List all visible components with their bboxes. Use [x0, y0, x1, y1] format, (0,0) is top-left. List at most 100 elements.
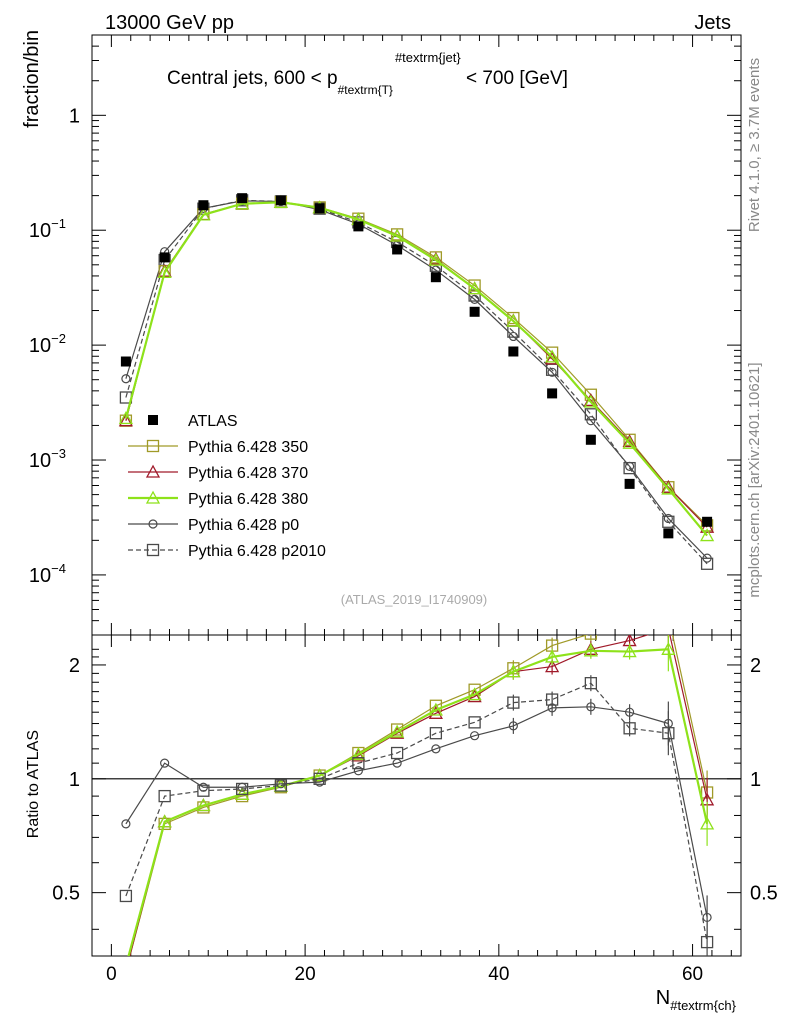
point-pythia-6-428-p0 — [663, 513, 673, 524]
ratio-point-pythia-6-428-p0 — [508, 721, 518, 731]
side-label-source: mcplots.cern.ch [arXiv:2401.10621] — [746, 362, 763, 597]
point-pythia-6-428-p2010 — [700, 557, 714, 570]
point-pythia-6-428-p2010 — [662, 515, 675, 528]
ratio-point-pythia-6-428-p0 — [121, 819, 131, 829]
ratio-point-pythia-6-428-p0 — [353, 766, 363, 776]
x-axis-label: N#textrm{ch} — [656, 987, 737, 1013]
point-pythia-6-428-p0 — [625, 461, 635, 471]
point-pythia-6-428-380 — [235, 196, 250, 210]
y-tick-label: 10−1 — [29, 216, 66, 242]
ratio-point-pythia-6-428-p2010 — [197, 784, 210, 797]
x-tick-label: 0 — [106, 964, 117, 985]
point-pythia-6-428-p0 — [470, 294, 480, 304]
ratio-y-tick-label-left: 0.5 — [52, 883, 80, 905]
ratio-point-pythia-6-428-p2010 — [545, 693, 559, 706]
series-line-pythia-6-428-p0 — [125, 200, 708, 559]
ratio-plot-frame — [91, 634, 742, 957]
point-atlas — [469, 306, 480, 317]
point-atlas — [120, 356, 131, 367]
legend-label-pythia-6-428-380: Pythia 6.428 380 — [188, 491, 308, 508]
point-pythia-6-428-370 — [118, 413, 133, 427]
ratio-point-pythia-6-428-p2010 — [390, 746, 404, 760]
ratio-point-pythia-6-428-370 — [662, 622, 674, 633]
ratio-point-pythia-6-428-380 — [545, 649, 560, 663]
legend-label-pythia-6-428-370: Pythia 6.428 370 — [188, 465, 308, 482]
point-pythia-6-428-380 — [196, 207, 211, 221]
point-pythia-6-428-380 — [118, 411, 133, 425]
ratio-point-pythia-6-428-p2010 — [313, 772, 326, 785]
analysis-watermark: (ATLAS_2019_I1740909) — [341, 592, 487, 607]
ratio-point-pythia-6-428-380 — [235, 786, 250, 800]
main-data-layer — [118, 193, 715, 570]
point-pythia-6-428-p0 — [508, 331, 518, 342]
point-pythia-6-428-p0 — [702, 553, 712, 563]
legend-marker-pythia-6-428-p2010 — [146, 543, 160, 557]
point-pythia-6-428-380 — [661, 481, 676, 495]
ratio-point-pythia-6-428-p2010 — [507, 696, 520, 709]
ratio-point-pythia-6-428-p2010 — [158, 789, 171, 803]
ratio-line-pythia-6-428-380 — [127, 648, 709, 956]
ratio-y-label: Ratio to ATLAS — [25, 730, 42, 838]
point-pythia-6-428-p0 — [121, 374, 131, 384]
legend-marker-pythia-6-428-350 — [146, 439, 160, 453]
x-tick-label: 40 — [488, 964, 509, 985]
ratio-point-pythia-6-428-p2010 — [274, 779, 288, 792]
header-process: 13000 GeV pp — [105, 12, 234, 34]
y-tick-label: 1 — [69, 105, 80, 127]
point-pythia-6-428-380 — [700, 528, 715, 542]
ratio-y-tick-label-right: 2 — [750, 655, 761, 677]
legend-label-atlas: ATLAS — [188, 413, 238, 430]
ratio-point-pythia-6-428-p2010 — [662, 727, 675, 740]
point-pythia-6-428-380 — [583, 394, 598, 408]
legend-label-pythia-6-428-p0: Pythia 6.428 p0 — [188, 517, 299, 534]
ratio-point-pythia-6-428-380 — [661, 641, 676, 655]
ratio-point-pythia-6-428-p0 — [431, 744, 441, 754]
ratio-point-pythia-6-428-p0 — [586, 702, 596, 712]
point-atlas — [392, 244, 403, 255]
legend-marker-pythia-6-428-380 — [145, 490, 161, 504]
ratio-point-pythia-6-428-350 — [120, 966, 131, 977]
point-atlas — [547, 388, 558, 399]
ratio-point-pythia-6-428-350 — [663, 610, 674, 621]
header-category: Jets — [694, 12, 731, 34]
point-pythia-6-428-380 — [506, 313, 521, 327]
ratio-point-pythia-6-428-p0 — [160, 758, 170, 768]
ratio-point-pythia-6-428-370 — [545, 659, 560, 673]
point-atlas — [508, 346, 519, 357]
point-atlas — [314, 203, 325, 214]
ratio-point-pythia-6-428-370 — [120, 965, 132, 976]
ratio-point-pythia-6-428-p2010 — [700, 935, 714, 949]
ratio-y-tick-label-right: 0.5 — [750, 883, 778, 905]
ratio-point-pythia-6-428-p2010 — [119, 889, 133, 903]
legend-marker-pythia-6-428-370 — [145, 464, 161, 478]
point-atlas — [663, 528, 674, 539]
ratio-point-pythia-6-428-380 — [583, 643, 598, 657]
ratio-point-pythia-6-428-380 — [312, 768, 327, 782]
ratio-point-pythia-6-428-p0 — [625, 707, 635, 717]
ratio-point-pythia-6-428-350 — [158, 817, 171, 831]
point-atlas — [353, 221, 364, 232]
legend-marker-pythia-6-428-p0 — [148, 519, 158, 529]
main-title: Central jets, 600 < p#textrm{T}#textrm{j… — [167, 50, 568, 97]
side-label-version: Rivet 4.1.0, ≥ 3.7M events — [746, 58, 763, 232]
ratio-line-pythia-6-428-p0 — [125, 706, 708, 918]
ratio-point-pythia-6-428-380 — [390, 724, 405, 738]
ratio-point-pythia-6-428-p0 — [470, 731, 480, 741]
point-pythia-6-428-350 — [507, 311, 520, 325]
ratio-line-pythia-6-428-370 — [129, 635, 708, 956]
main-y-label: fraction/bin — [21, 30, 43, 128]
x-tick-label: 60 — [682, 964, 703, 985]
ratio-point-pythia-6-428-380 — [428, 702, 443, 716]
point-pythia-6-428-380 — [157, 264, 172, 278]
point-atlas — [159, 252, 170, 263]
ratio-point-pythia-6-428-350 — [624, 616, 635, 627]
ratio-point-pythia-6-428-380 — [622, 644, 637, 658]
ratio-point-pythia-6-428-p2010 — [352, 756, 365, 770]
legend-label-pythia-6-428-350: Pythia 6.428 350 — [188, 439, 308, 456]
ratio-line-pythia-6-428-350 — [129, 635, 708, 956]
point-pythia-6-428-380 — [467, 281, 482, 295]
ratio-point-pythia-6-428-380 — [157, 814, 172, 828]
ratio-point-pythia-6-428-380 — [467, 687, 482, 701]
ratio-point-pythia-6-428-p0 — [315, 777, 325, 787]
